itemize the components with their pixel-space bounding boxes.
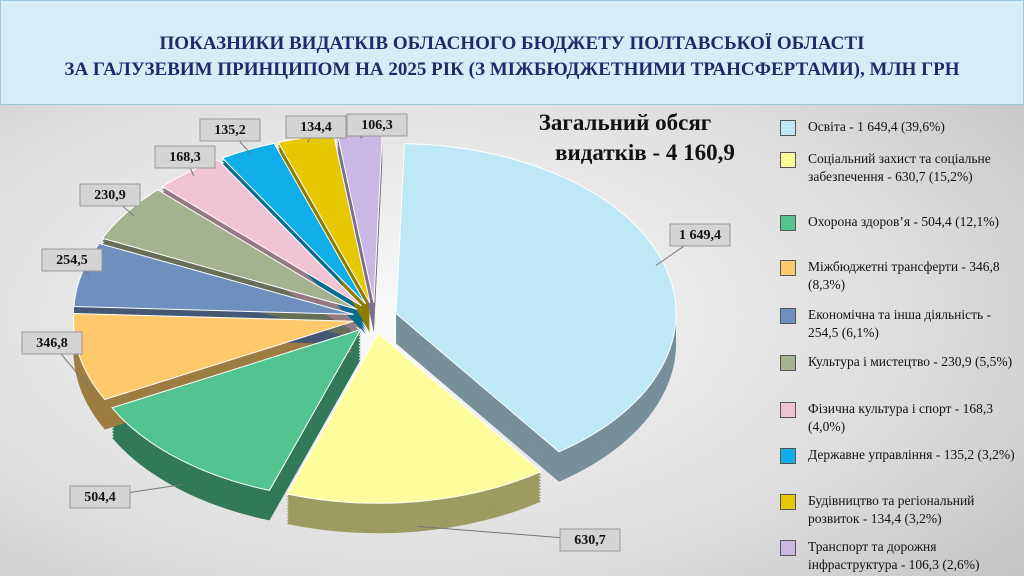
data-label: 1 649,4 (679, 228, 721, 243)
data-label: 254,5 (56, 253, 88, 268)
label-box (199, 118, 261, 142)
legend-item: Культура і мистецтво - 230,9 (5,5%) (780, 353, 1018, 371)
label-box (69, 485, 131, 509)
label-box (154, 145, 216, 169)
data-label: 135,2 (214, 123, 246, 138)
legend-text: Охорона здоров’я - 504,4 (12,1%) (808, 214, 999, 229)
title-line: ЗА ГАЛУЗЕВИМ ПРИНЦИПОМ НА 2025 РІК (З МІ… (64, 59, 960, 80)
data-label: 630,7 (574, 533, 606, 548)
legend-text: Соціальний захист та соціальне забезпече… (808, 151, 991, 184)
data-label: 168,3 (169, 150, 201, 165)
legend-swatch (780, 120, 796, 136)
label-box (346, 113, 408, 137)
total-line: видатків - 4 160,9 (555, 140, 735, 165)
label-box (285, 115, 347, 139)
legend-text: Фізична культура і спорт - 168,3 (4,0%) (808, 401, 994, 434)
slice (395, 143, 677, 453)
data-label: 230,9 (94, 188, 126, 203)
legend-item: Соціальний захист та соціальне забезпече… (780, 150, 1018, 186)
legend-item: Державне управління - 135,2 (3,2%) (780, 446, 1018, 464)
legend-text: Державне управління - 135,2 (3,2%) (808, 447, 1015, 462)
label-box (79, 183, 141, 207)
legend-swatch (780, 494, 796, 510)
legend-swatch (780, 152, 796, 168)
legend-item: Будівництво та регіональний розвиток - 1… (780, 492, 1018, 528)
slice (101, 189, 358, 310)
legend-text: Транспорт та дорожня інфраструктура - 10… (808, 539, 980, 572)
title-line: ПОКАЗНИКИ ВИДАТКІВ ОБЛАСНОГО БЮДЖЕТУ ПОЛ… (159, 33, 865, 54)
label-box (669, 223, 731, 247)
legend-text: Міжбюджетні трансферти - 346,8 (8,3%) (808, 259, 1000, 292)
legend-item: Економічна та інша діяльність - 254,5 (6… (780, 306, 1018, 342)
legend-text: Освіта - 1 649,4 (39,6%) (808, 119, 945, 134)
slice (73, 312, 354, 401)
legend-swatch (780, 355, 796, 371)
slice (286, 332, 543, 504)
label-box (41, 248, 103, 272)
legend-text: Будівництво та регіональний розвиток - 1… (808, 493, 975, 526)
legend-text: Культура і мистецтво - 230,9 (5,5%) (808, 354, 1013, 369)
legend-swatch (780, 215, 796, 231)
legend-item: Фізична культура і спорт - 168,3 (4,0%) (780, 400, 1018, 436)
legend-item: Міжбюджетні трансферти - 346,8 (8,3%) (780, 258, 1018, 294)
legend-swatch (780, 540, 796, 556)
legend-item: Охорона здоров’я - 504,4 (12,1%) (780, 213, 1018, 231)
data-label: 134,4 (300, 120, 332, 135)
header: ПОКАЗНИКИ ВИДАТКІВ ОБЛАСНОГО БЮДЖЕТУ ПОЛ… (0, 0, 1024, 105)
legend-text: Економічна та інша діяльність - 254,5 (6… (808, 307, 992, 340)
legend-item: Транспорт та дорожня інфраструктура - 10… (780, 538, 1018, 574)
data-label: 346,8 (36, 336, 68, 351)
data-label: 106,3 (361, 118, 393, 133)
legend-swatch (780, 308, 796, 324)
legend-swatch (780, 260, 796, 276)
slice (111, 328, 362, 491)
total: Загальний обсяг видатків - 4 160,9 (490, 108, 760, 168)
slice (161, 159, 362, 307)
slice (73, 242, 354, 315)
label-box (559, 528, 621, 552)
legend-swatch (780, 402, 796, 418)
legend-item: Освіта - 1 649,4 (39,6%) (780, 118, 1018, 136)
total-line: Загальний обсяг (538, 110, 712, 135)
label-box (21, 331, 83, 355)
data-label: 504,4 (84, 490, 116, 505)
legend-swatch (780, 448, 796, 464)
